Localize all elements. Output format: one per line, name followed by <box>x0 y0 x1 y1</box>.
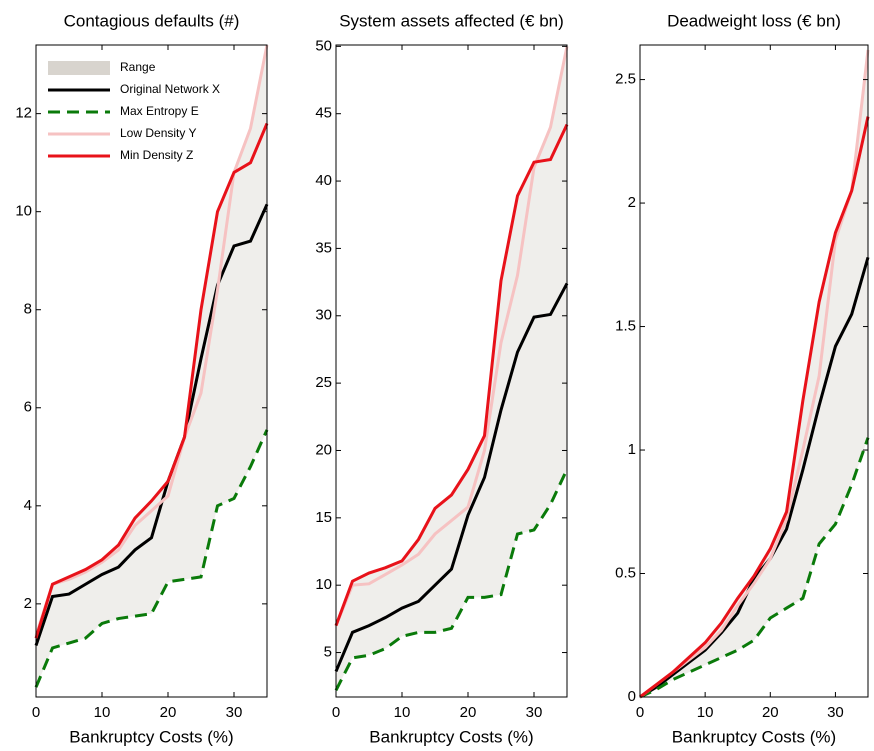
x-tick-label: 20 <box>460 704 477 721</box>
y-tick-label: 50 <box>315 37 332 54</box>
x-tick-label: 0 <box>32 704 40 721</box>
series-line <box>334 46 569 627</box>
legend-swatch <box>48 61 110 75</box>
y-tick-label: 5 <box>324 644 332 661</box>
range-area <box>336 46 567 691</box>
axes-box <box>335 44 568 698</box>
y-tick-label: 2 <box>628 194 636 211</box>
x-axis-label: Bankruptcy Costs (%) <box>369 727 533 746</box>
series-line <box>34 429 269 688</box>
y-tick-label: 20 <box>315 441 332 458</box>
x-tick-label: 0 <box>332 704 340 721</box>
x-tick-label: 10 <box>394 704 411 721</box>
x-tick-label: 20 <box>160 704 177 721</box>
legend-label: Max Entropy E <box>120 104 199 118</box>
chart-title: Deadweight loss (€ bn) <box>667 11 841 30</box>
y-tick-label: 35 <box>315 239 332 256</box>
x-tick-label: 30 <box>827 704 844 721</box>
y-tick-label: 25 <box>315 374 332 391</box>
x-tick-label: 10 <box>697 704 714 721</box>
series-line <box>34 203 269 647</box>
x-tick-label: 30 <box>226 704 243 721</box>
series-line <box>34 122 269 639</box>
y-tick-label: 0 <box>628 688 636 705</box>
axes-box <box>639 44 869 698</box>
axes-box <box>35 44 268 698</box>
legend-label: Range <box>120 60 156 74</box>
y-tick-label: 2 <box>24 595 32 612</box>
series-line <box>334 468 569 691</box>
y-tick-label: 8 <box>24 301 32 318</box>
y-tick-label: 2.5 <box>615 71 636 88</box>
series-line <box>639 116 870 699</box>
y-tick-label: 12 <box>15 105 32 122</box>
x-tick-label: 0 <box>636 704 644 721</box>
x-axis-label: Bankruptcy Costs (%) <box>69 727 233 746</box>
y-tick-label: 30 <box>315 307 332 324</box>
series-line <box>34 44 269 637</box>
chart-title: Contagious defaults (#) <box>64 11 240 30</box>
y-tick-label: 1 <box>628 441 636 458</box>
legend-label: Original Network X <box>120 82 220 96</box>
legend-label: Min Density Z <box>120 148 193 162</box>
legend-label: Low Density Y <box>120 126 196 140</box>
series-line <box>334 282 569 672</box>
series-line <box>639 437 870 699</box>
x-tick-label: 30 <box>526 704 543 721</box>
y-tick-label: 4 <box>24 497 32 514</box>
x-axis-label: Bankruptcy Costs (%) <box>672 727 836 746</box>
y-tick-label: 15 <box>315 509 332 526</box>
chart-title: System assets affected (€ bn) <box>339 11 564 30</box>
y-tick-label: 0.5 <box>615 564 636 581</box>
range-area <box>36 45 267 688</box>
x-tick-label: 10 <box>94 704 111 721</box>
y-tick-label: 40 <box>315 172 332 189</box>
y-tick-label: 6 <box>24 399 32 416</box>
y-tick-label: 1.5 <box>615 318 636 335</box>
series-line <box>334 123 569 627</box>
y-tick-label: 45 <box>315 105 332 122</box>
y-tick-label: 10 <box>315 576 332 593</box>
range-area <box>640 49 868 697</box>
x-tick-label: 20 <box>762 704 779 721</box>
y-tick-label: 10 <box>15 203 32 220</box>
